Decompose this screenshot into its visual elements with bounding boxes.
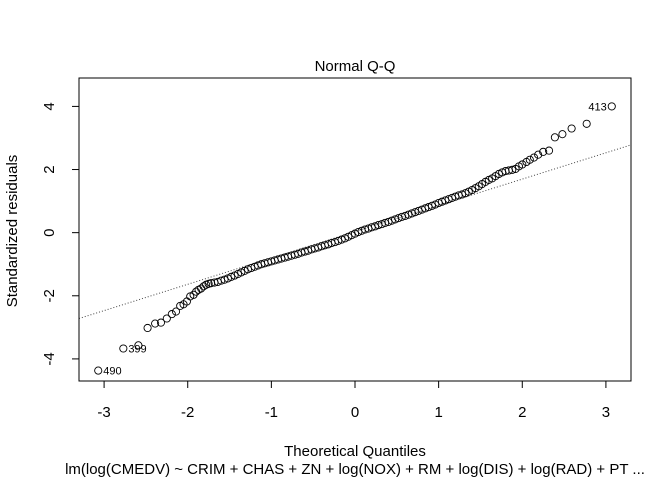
- data-point: [119, 344, 128, 353]
- data-point: [220, 275, 229, 284]
- data-point: [143, 323, 152, 333]
- data-point: [518, 160, 527, 169]
- reference-line: [78, 144, 632, 319]
- x-tick-label: 1: [434, 404, 442, 421]
- point-label: 490: [103, 366, 121, 378]
- x-tick-label: -3: [97, 404, 110, 421]
- y-axis-label: Standardized residuals: [4, 155, 21, 308]
- plot-frame: [78, 77, 632, 382]
- y-tick-label: 0: [41, 228, 58, 236]
- data-point: [544, 146, 554, 155]
- x-axis-label: Theoretical Quantiles: [284, 443, 426, 460]
- data-point: [167, 310, 176, 319]
- data-point: [458, 190, 467, 199]
- x-tick-label: 0: [351, 404, 359, 421]
- point-label: 413: [588, 101, 606, 113]
- data-point: [227, 272, 236, 281]
- data-point: [337, 235, 346, 244]
- x-axis: -3 -2 -1 0 1 2 3: [97, 380, 610, 421]
- point-label: 399: [128, 343, 146, 355]
- data-point: [427, 201, 436, 210]
- data-point: [94, 366, 103, 375]
- data-point: [508, 165, 517, 174]
- data-point: [558, 130, 567, 139]
- x-tick-label: 2: [518, 404, 526, 421]
- data-point: [162, 314, 171, 323]
- data-point: [550, 133, 559, 142]
- y-tick-label: -2: [41, 289, 58, 302]
- point-labels: 490 399 413: [103, 101, 607, 377]
- y-tick-label: 4: [41, 102, 58, 110]
- data-point: [567, 124, 576, 133]
- data-point: [151, 319, 160, 328]
- x-tick-label: -1: [265, 404, 278, 421]
- x-tick-label: 3: [602, 404, 610, 421]
- data-points: [94, 102, 616, 375]
- data-point: [134, 341, 143, 350]
- data-point: [607, 102, 616, 111]
- model-caption: lm(log(CMEDV) ~ CRIM + CHAS + ZN + log(N…: [65, 461, 645, 478]
- data-point: [529, 153, 539, 162]
- x-tick-label: -2: [181, 404, 194, 421]
- data-point: [539, 147, 548, 156]
- data-point: [534, 150, 543, 159]
- data-point: [582, 119, 591, 128]
- data-point: [199, 282, 208, 291]
- y-tick-label: -4: [41, 352, 58, 365]
- data-point: [171, 307, 181, 316]
- chart-title: Normal Q-Q: [315, 58, 396, 75]
- data-point: [525, 155, 534, 164]
- y-axis: -4 -2 0 2 4: [41, 102, 80, 366]
- y-tick-label: 2: [41, 165, 58, 173]
- data-point: [156, 318, 166, 327]
